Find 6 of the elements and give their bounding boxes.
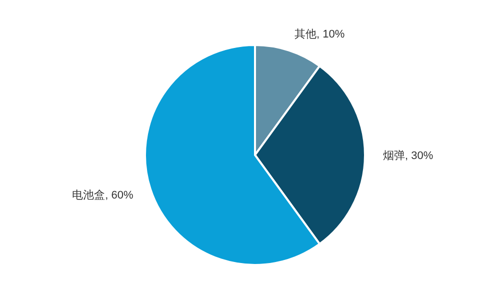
slice-label: 烟弹 [383,149,405,162]
slice-label: 其他 [294,27,317,40]
data-label: , 60% [105,190,134,202]
data-label: , 10% [316,28,345,40]
slice-label: 电池盒 [72,188,106,202]
data-label: , 30% [405,150,434,162]
